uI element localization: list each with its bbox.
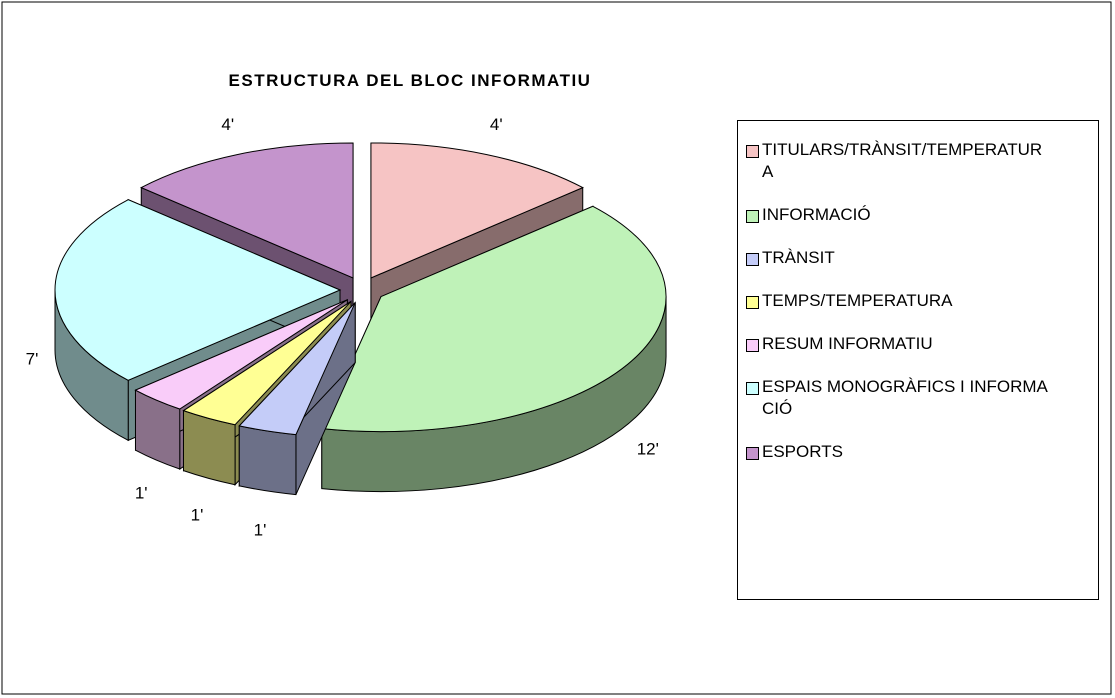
legend-label: ESPAIS MONOGRÀFICS I INFORMACIÓ xyxy=(762,377,1048,418)
slice-top xyxy=(238,302,356,436)
legend-swatch xyxy=(746,253,759,266)
legend: TITULARS/TRÀNSIT/TEMPERATURA INFORMACIÓ TR… xyxy=(737,120,1099,600)
legend-swatch xyxy=(746,339,759,352)
legend-item: TITULARS/TRÀNSIT/TEMPERATURA xyxy=(746,139,1088,183)
legend-label: RESUM INFORMATIU xyxy=(762,334,933,353)
slice-top xyxy=(321,205,667,433)
legend-item: ESPAIS MONOGRÀFICS I INFORMACIÓ xyxy=(746,376,1088,420)
data-label: 1' xyxy=(135,483,148,502)
slice-top xyxy=(140,142,354,279)
pie-slice xyxy=(238,301,356,496)
legend-item: ESPORTS xyxy=(746,441,1088,463)
legend-swatch xyxy=(746,210,759,223)
data-label: 1' xyxy=(254,521,267,540)
slice-top xyxy=(370,142,584,279)
legend-item: INFORMACIÓ xyxy=(746,204,1088,226)
legend-label: INFORMACIÓ xyxy=(762,205,871,224)
slice-side xyxy=(238,425,297,496)
data-label: 12' xyxy=(637,439,659,458)
legend-label: TITULARS/TRÀNSIT/TEMPERATURA xyxy=(762,140,1043,181)
legend-swatch xyxy=(746,382,759,395)
data-label: 4' xyxy=(221,115,234,134)
legend-item: TRÀNSIT xyxy=(746,247,1088,269)
legend-swatch xyxy=(746,145,759,158)
slice-top xyxy=(134,299,348,410)
legend-label: TRÀNSIT xyxy=(762,248,835,267)
slice-top xyxy=(182,301,352,426)
chart-title: ESTRUCTURA DEL BLOC INFORMATIU xyxy=(229,71,592,90)
data-label: 7' xyxy=(26,349,39,368)
slice-top xyxy=(54,199,342,381)
data-label: 1' xyxy=(191,505,204,524)
legend-label: TEMPS/TEMPERATURA xyxy=(762,291,953,310)
pie-slice xyxy=(321,205,667,493)
legend-swatch xyxy=(746,447,759,460)
legend-label: ESPORTS xyxy=(762,442,843,461)
legend-item: RESUM INFORMATIU xyxy=(746,333,1088,355)
data-label: 4' xyxy=(490,115,503,134)
legend-swatch xyxy=(746,296,759,309)
legend-item: TEMPS/TEMPERATURA xyxy=(746,290,1088,312)
